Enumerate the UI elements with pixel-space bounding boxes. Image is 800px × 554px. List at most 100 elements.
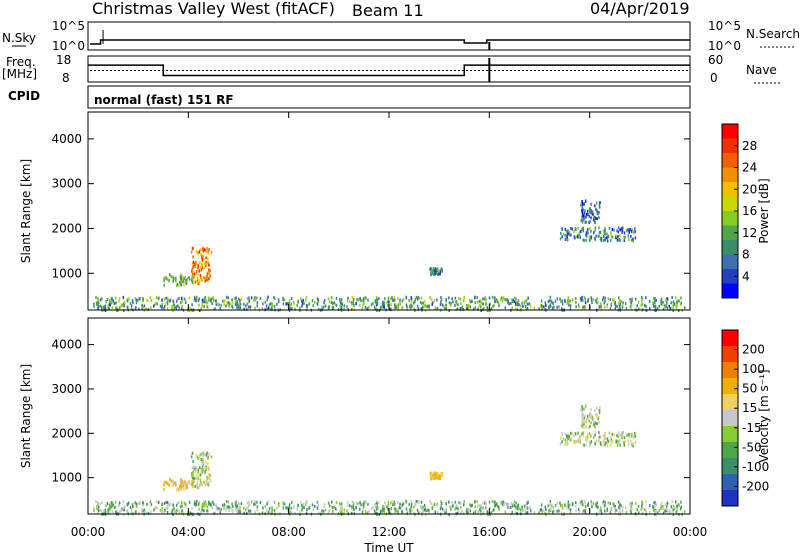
velocity-echo-cell [266,511,268,515]
power-echo-cell [373,305,376,309]
power-echo-cell [514,307,517,311]
power-echo-cell [454,296,457,300]
velocity-echo-cell [106,502,109,506]
power-echo-cell [599,201,601,205]
velocity-echo-cell [655,513,657,517]
power-echo-cell [195,272,197,276]
velocity-echo-cell [290,506,293,510]
frequency-panel: Freq. [MHz] 18 8 60 0 Nave [2,53,780,85]
velocity-echo-cell [526,506,529,510]
velocity-echo-cell [149,500,152,504]
velocity-echo-cell [197,468,200,472]
velocity-echo-cell [282,506,285,510]
velocity-echo-cell [440,506,442,510]
power-echo-cell [551,306,554,310]
power-echo-cell [225,304,227,308]
power-echo-cell [595,299,598,303]
power-echo-cell [581,204,584,208]
power-echo-cell [517,299,520,303]
power-echo-cell [191,276,193,280]
velocity-echo-cell [445,501,447,505]
velocity-echo-cell [126,510,129,514]
power-echo-cell [578,235,580,239]
power-echo-cell [448,301,451,305]
power-echo-cell [179,278,182,282]
power-echo-cell [634,229,637,233]
power-echo-cell [551,300,553,304]
velocity-echo-cell [603,505,605,509]
velocity-echo-cell [191,477,194,481]
velocity-echo-cell [143,508,146,512]
velocity-echo-cell [198,507,200,511]
power-echo-cell [568,230,571,234]
velocity-ylabel: Slant Range [km] [19,364,33,468]
power-echo-cell [340,298,343,302]
power-echo-cell [294,307,296,311]
velocity-echo-cell [513,504,516,508]
power-echo-cell [271,303,273,307]
power-echo-cell [259,296,262,300]
power-echo-cell [228,304,231,308]
power-echo-cell [207,257,209,261]
velocity-echo-cell [423,508,426,512]
power-echo-cell [544,307,547,311]
velocity-echo-cell [588,432,591,436]
power-echo-cell [598,205,601,209]
velocity-echo-cell [228,508,231,512]
velocity-echo-cell [359,501,361,505]
velocity-echo-cell [628,433,630,437]
power-echo-cell [203,276,205,280]
freq-left-tick-bottom: 8 [62,71,70,85]
power-echo-cell [290,302,293,306]
velocity-echo-cell [184,502,187,506]
power-echo-cell [672,300,675,304]
power-echo-cell [277,300,280,304]
velocity-echo-cell [271,507,273,511]
power-colorbar-tick-label: 20 [742,182,757,196]
power-echo-cell [583,295,586,299]
velocity-echo-cell [604,503,606,507]
velocity-echo-cell [524,509,527,513]
power-echo-cell [197,282,200,286]
velocity-echo-cell [434,472,437,476]
power-echo-cell [576,235,579,239]
power-echo-cell [165,296,167,300]
velocity-echo-cell [168,503,170,507]
velocity-echo-cell [237,501,240,505]
x-tick-label: 00:00 [71,525,106,539]
power-echo-cell [549,295,552,299]
velocity-echo-cell [672,513,675,517]
power-echo-cell [227,301,229,305]
power-echo-cell [163,304,166,308]
power-echo-cell [95,295,97,299]
velocity-echo-cell [595,406,598,410]
power-echo-cell [175,276,177,280]
velocity-echo-cell [288,506,290,510]
power-echo-cell [191,303,193,307]
power-echo-cell [561,235,563,239]
power-echo-cell [383,306,386,310]
power-echo-cell [573,235,576,239]
power-echo-cell [204,262,207,266]
power-echo-cell [208,298,211,302]
velocity-echo-cell [105,504,107,508]
velocity-echo-cell [109,507,111,511]
velocity-echo-cell [435,476,437,480]
power-echo-cell [669,306,672,310]
power-echo-cell [444,307,446,311]
velocity-echo-cell [459,511,462,515]
velocity-echo-cell [429,474,432,478]
power-echo-cell [552,301,554,305]
velocity-echo-cell [580,502,583,506]
power-echo-cell [409,306,412,310]
power-echo-cell [234,299,237,303]
power-echo-cell [580,230,582,234]
velocity-echo-cell [569,511,572,515]
power-echo-cell [202,305,205,309]
power-echo-cell [604,227,606,231]
power-echo-cell [127,297,130,301]
velocity-echo-cell [605,437,607,441]
power-echo-cell [465,305,468,309]
power-echo-cell [122,302,125,306]
velocity-echo-cell [291,511,293,515]
